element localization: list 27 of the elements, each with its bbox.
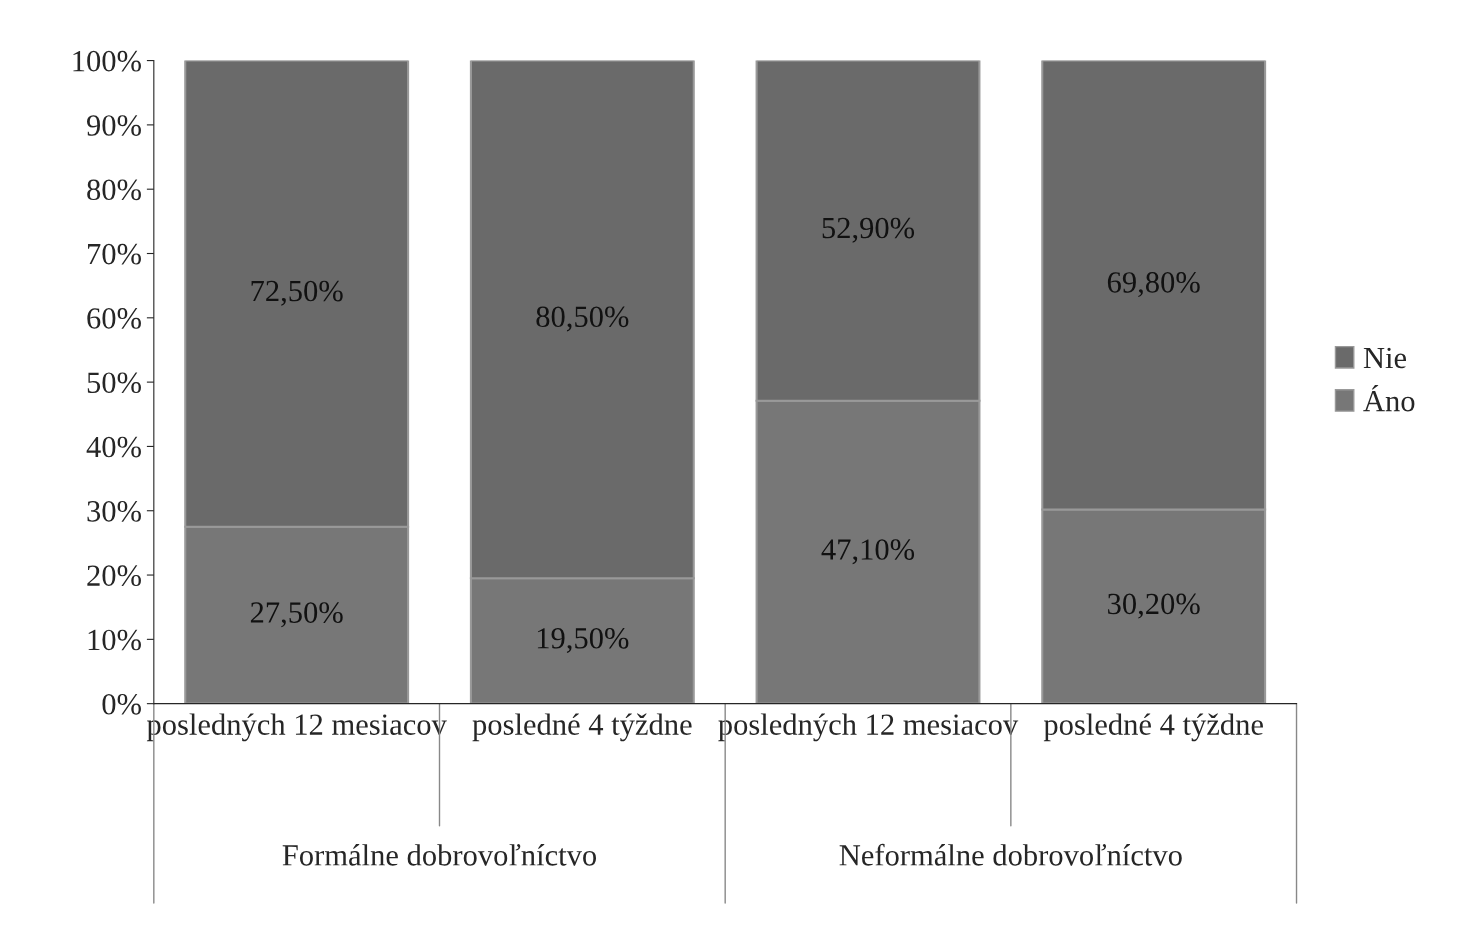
data-label: 27,50% xyxy=(250,602,343,628)
y-tick-label: 10% xyxy=(88,629,141,651)
y-tick-label: 30% xyxy=(87,501,141,522)
y-tick-label: 90% xyxy=(87,115,141,136)
y-tick-label: 80% xyxy=(87,179,141,201)
data-label: 30,20% xyxy=(1108,593,1200,619)
y-tick-label: 100% xyxy=(73,50,141,72)
text: Neformálne dobrovoľníctvo xyxy=(839,843,1182,866)
data-label: 80,50% xyxy=(536,306,629,332)
y-tick-label: 0% xyxy=(102,693,141,715)
legend-label: Nie xyxy=(1363,347,1407,369)
data-label: 69,80% xyxy=(1107,272,1200,298)
data-label: 52,90% xyxy=(822,217,915,243)
y-tick-label: 50% xyxy=(87,372,141,394)
text: Formálne dobrovoľníctvo xyxy=(282,844,597,866)
y-tick-label: 70% xyxy=(88,243,141,265)
y-tick-label: 40% xyxy=(86,436,141,458)
data-label: 47,10% xyxy=(821,539,915,565)
data-label: 72,50% xyxy=(251,280,343,306)
y-tick-label: 60% xyxy=(87,308,141,329)
x-tick-label: posledné 4 týždne xyxy=(472,713,692,742)
legend-label: Áno xyxy=(1363,385,1415,412)
x-tick-label: posledných 12 mesiacov xyxy=(146,713,447,742)
x-tick-label: posledné 4 týždne xyxy=(1043,713,1263,742)
y-tick-label: 20% xyxy=(87,565,141,587)
data-label: 19,50% xyxy=(537,627,629,654)
x-tick-label: posledných 12 mesiacov xyxy=(718,713,1019,742)
